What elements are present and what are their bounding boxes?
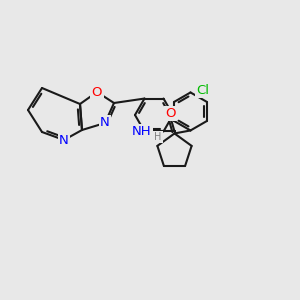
Text: N: N [100,116,110,130]
Text: N: N [59,134,69,146]
Text: Cl: Cl [196,84,209,97]
Text: H: H [154,133,162,142]
Text: O: O [92,85,102,98]
Text: O: O [165,107,176,120]
Text: NH: NH [132,125,152,138]
